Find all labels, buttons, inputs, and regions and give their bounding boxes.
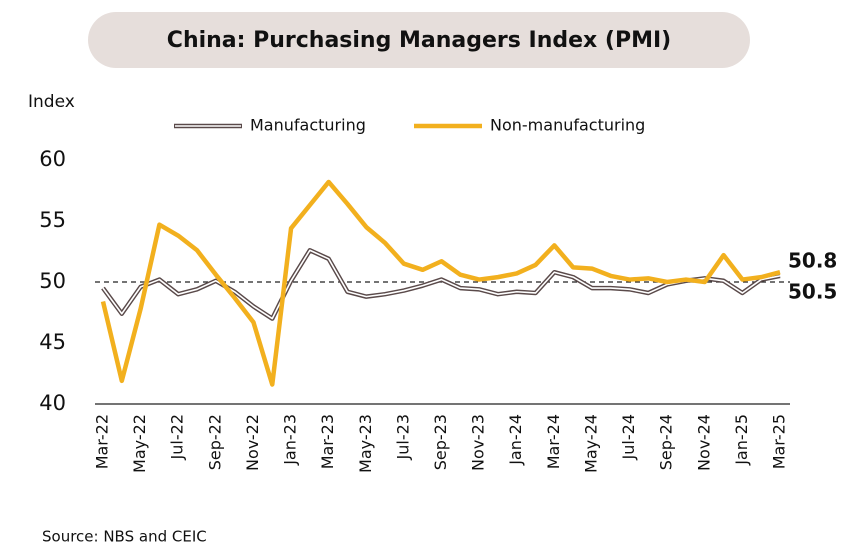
x-tick-label: Jan-25: [732, 414, 751, 466]
x-tick-label: Mar-25: [770, 414, 789, 469]
y-tick-label: 60: [39, 147, 66, 171]
x-tick-label: May-24: [581, 414, 600, 473]
x-tick-label: Nov-22: [243, 414, 262, 471]
x-tick-label: Sep-23: [431, 414, 450, 470]
non-manufacturing-line: [100, 179, 781, 387]
x-tick-label: Jul-23: [393, 414, 412, 460]
title-background: [88, 12, 750, 68]
x-tick-label: Nov-23: [469, 414, 488, 471]
x-tick-label: Jul-24: [619, 414, 638, 460]
end-value-label: 50.8: [788, 249, 837, 273]
y-axis-label: Index: [28, 92, 75, 112]
x-tick-label: May-23: [356, 414, 375, 473]
y-tick-label: 50: [39, 269, 66, 293]
x-tick-label: Nov-24: [694, 414, 713, 471]
x-tick-label: Mar-24: [544, 414, 563, 469]
x-tick-label: Sep-24: [657, 414, 676, 470]
x-tick-label: Mar-23: [318, 414, 337, 469]
x-tick-label: Sep-22: [205, 414, 224, 470]
legend-label: Non-manufacturing: [490, 116, 645, 135]
manufacturing-line-inner: [102, 249, 781, 320]
x-tick-label: Mar-22: [93, 414, 112, 469]
legend-label: Manufacturing: [250, 116, 366, 135]
y-tick-label: 55: [39, 208, 66, 232]
end-value-label: 50.5: [788, 280, 837, 304]
y-tick-label: 40: [39, 391, 66, 415]
x-tick-label: Jan-23: [281, 414, 300, 466]
y-tick-label: 45: [39, 330, 66, 354]
source: Source: NBS and CEIC: [42, 528, 207, 546]
chart-title: China: Purchasing Managers Index (PMI): [167, 28, 671, 53]
x-tick-label: Jul-22: [168, 414, 187, 460]
x-tick-label: Jan-24: [506, 414, 525, 466]
x-tick-label: May-22: [130, 414, 149, 473]
